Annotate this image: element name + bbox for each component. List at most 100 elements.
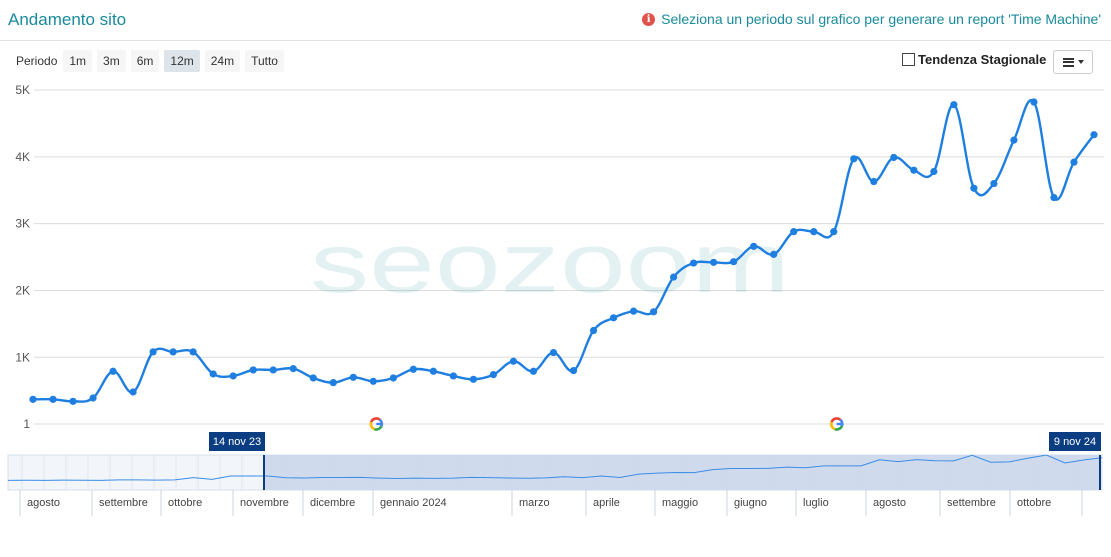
hamburger-menu-icon [1062,57,1074,67]
data-point [649,308,658,316]
data-point [449,372,457,380]
period-tutto-button[interactable]: Tutto [245,50,284,72]
notice-text: Seleziona un periodo sul grafico per gen… [661,11,1101,27]
data-point [309,374,317,382]
series-points [29,98,1098,405]
data-point [589,326,598,335]
grid-lines [34,89,1104,425]
month-label: dicembre [310,497,355,509]
range-start-flag [209,432,265,451]
period-24m-button[interactable]: 24m [204,50,241,72]
month-label: ottobre [168,497,202,509]
data-point [750,242,758,250]
data-point [670,273,678,281]
data-point [950,101,958,109]
data-point [810,228,818,236]
data-point [830,228,838,236]
chart-header: Andamento sito i Seleziona un periodo su… [0,0,1111,41]
data-point [770,250,778,258]
data-point [29,395,37,403]
navigator-line [7,454,1103,481]
period-selector: Periodo 1m 3m 6m 12m 24m Tutto [16,50,289,72]
month-label: settembre [947,497,996,509]
data-point [49,395,57,403]
data-point [369,377,377,385]
chart-title: Andamento sito [8,10,127,29]
data-point [910,166,918,174]
seasonal-trend-label: Tendenza Stagionale [918,52,1047,67]
y-tick-label: 4K [15,150,30,164]
month-label: novembre [240,497,289,509]
period-1m-button[interactable]: 1m [63,50,93,72]
y-tick-label: 1 [23,417,30,431]
data-point [509,357,518,365]
google-icon-arc [839,418,844,427]
period-12m-button[interactable]: 12m [164,50,200,72]
chart-menu-button[interactable] [1053,50,1093,74]
data-point [429,367,437,375]
month-label: aprile [593,497,620,509]
data-point [1030,98,1038,106]
data-point [870,177,878,186]
google-update-markers [369,417,844,431]
data-point [389,374,397,382]
data-point [790,228,798,236]
data-point [269,366,277,374]
data-point [930,167,938,176]
data-point [1070,158,1078,166]
caret-down-icon [1077,60,1084,64]
range-end-label: 9 nov 24 [1054,436,1096,448]
google-icon [369,417,384,431]
range-end-flag [1049,432,1101,451]
month-label: agosto [873,497,906,509]
y-tick-label: 1K [15,350,30,364]
google-icon-arc [373,425,383,431]
data-point [209,370,217,378]
data-point [149,348,157,356]
data-point [850,155,858,163]
data-point [229,372,237,380]
data-point [890,153,898,162]
google-icon-arc [830,417,842,423]
y-tick-label: 3K [15,217,30,231]
y-tick-label: 5K [15,83,30,97]
data-point [970,184,978,192]
google-icon-arc [369,421,376,431]
data-point [349,373,357,381]
data-point [1010,136,1018,144]
y-axis-labels: 1 1K 2K 3K 4K 5K [15,83,30,431]
data-point [249,366,257,374]
range-navigator: 14 nov 23 9 nov 24 agosto settembre ottobre n… [7,432,1103,516]
google-icon-arc [834,425,844,431]
data-point [469,375,478,383]
data-point [1090,131,1098,139]
data-point [169,348,177,356]
period-3m-button[interactable]: 3m [97,50,126,72]
month-label: gennaio 2024 [380,497,447,509]
data-point [990,179,998,188]
y-tick-label: 2K [15,283,30,297]
month-label: settembre [99,497,148,509]
month-label: maggio [662,497,698,509]
period-6m-button[interactable]: 6m [130,50,160,72]
google-icon-arc [369,417,381,423]
data-point [489,371,498,379]
data-point [329,379,337,387]
time-machine-notice: i Seleziona un periodo sul grafico per g… [642,11,1101,27]
month-label: marzo [519,497,550,509]
data-point [1050,193,1058,202]
seasonal-trend-checkbox[interactable] [902,53,915,66]
range-start-label: 14 nov 23 [213,436,261,448]
data-point [710,258,718,266]
data-point [89,394,97,402]
data-point [629,307,638,315]
info-icon: i [642,12,656,26]
google-icon-arc [829,421,836,431]
period-label: Periodo [16,54,58,68]
data-point [129,388,137,396]
month-label: luglio [803,497,829,509]
google-icon-arc [378,418,384,427]
seasonal-trend-toggle[interactable]: Tendenza Stagionale [902,52,1046,67]
data-point [549,348,558,357]
